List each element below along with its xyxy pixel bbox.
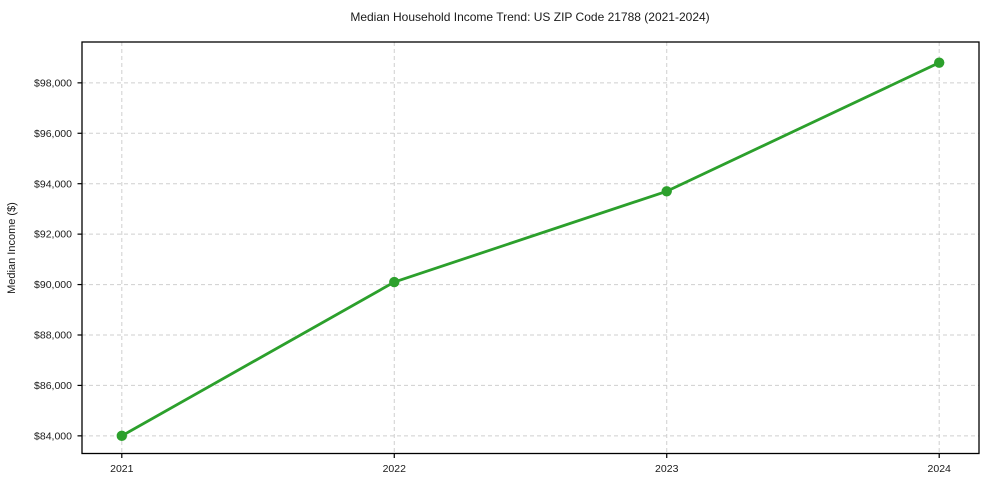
x-tick-label: 2022	[383, 463, 407, 475]
y-tick-label: $98,000	[34, 77, 72, 89]
y-tick-label: $92,000	[34, 229, 72, 241]
x-tick-label: 2021	[110, 463, 134, 475]
y-tick-label: $96,000	[34, 128, 72, 140]
data-point	[661, 186, 672, 197]
y-axis-label: Median Income ($)	[6, 202, 18, 294]
x-tick-label: 2024	[928, 463, 952, 475]
y-tick-label: $86,000	[34, 380, 72, 392]
y-tick-label: $90,000	[34, 279, 72, 291]
y-tick-label: $88,000	[34, 330, 72, 342]
y-tick-label: $94,000	[34, 178, 72, 190]
trend-line	[120, 61, 941, 438]
plot-area: $84,000 $86,000 $88,000 $90,000 $92,000 $94,0…	[34, 41, 980, 475]
chart-title: Median Household Income Trend: US ZIP Co…	[350, 10, 709, 24]
data-point	[389, 276, 400, 288]
y-tick-label: $84,000	[34, 430, 72, 442]
axes-spines	[81, 41, 980, 455]
data-point	[116, 430, 128, 442]
data-point	[934, 57, 945, 68]
x-tick-label: 2023	[655, 463, 679, 475]
